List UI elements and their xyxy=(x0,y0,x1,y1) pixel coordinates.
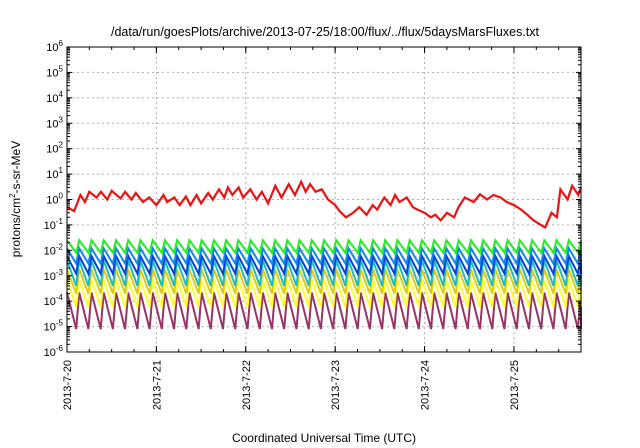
chart-title: /data/run/goesPlots/archive/2013-07-25/1… xyxy=(111,25,540,39)
y-axis-label-sup: 2 xyxy=(8,193,17,198)
y-axis-label: protons/cm2-s-sr-MeV xyxy=(8,141,23,257)
y-tick-label: 100 xyxy=(46,192,63,207)
x-tick-label: 2013-7-22 xyxy=(241,360,253,410)
y-tick-label: 102 xyxy=(46,141,63,156)
series-line xyxy=(66,260,582,287)
x-tick-label: 2013-7-20 xyxy=(62,360,74,410)
y-tick-label: 105 xyxy=(46,64,63,79)
x-tick-labels: 2013-7-20 2013-7-21 2013-7-22 2013-7-23 2013… xyxy=(62,360,521,410)
y-tick-label: 10-4 xyxy=(44,293,64,308)
y-tick-label: 106 xyxy=(46,39,63,54)
y-tick-label: 104 xyxy=(46,90,63,105)
x-axis-label: Coordinated Universal Time (UTC) xyxy=(232,431,416,445)
y-axis-label-rest: -s-sr-MeV xyxy=(9,141,23,194)
y-tick-label: 103 xyxy=(46,115,63,130)
series-line xyxy=(66,268,582,294)
series-group xyxy=(66,179,583,330)
y-tick-label: 101 xyxy=(46,166,63,181)
y-tick-labels: 106 105 104 103 102 101 100 10-1 10-2 10-3 10-4 10-… xyxy=(44,39,64,359)
series-line xyxy=(66,237,582,256)
x-tick-label: 2013-7-21 xyxy=(151,360,163,410)
series-line xyxy=(66,179,583,229)
axis-ticks xyxy=(66,46,581,353)
y-tick-label: 10-5 xyxy=(44,319,64,334)
series-line xyxy=(66,245,582,267)
y-tick-label: 10-2 xyxy=(44,242,64,257)
series-line xyxy=(66,292,582,330)
series-line xyxy=(66,279,582,308)
y-tick-label: 10-1 xyxy=(44,217,64,232)
x-tick-label: 2013-7-25 xyxy=(509,360,521,410)
y-axis-label-base: protons/cm xyxy=(9,198,23,257)
x-tick-label: 2013-7-23 xyxy=(330,360,342,410)
y-tick-label: 10-3 xyxy=(44,268,64,283)
y-tick-label: 10-6 xyxy=(44,344,64,359)
x-tick-label: 2013-7-24 xyxy=(420,360,432,410)
series-line xyxy=(66,252,582,277)
